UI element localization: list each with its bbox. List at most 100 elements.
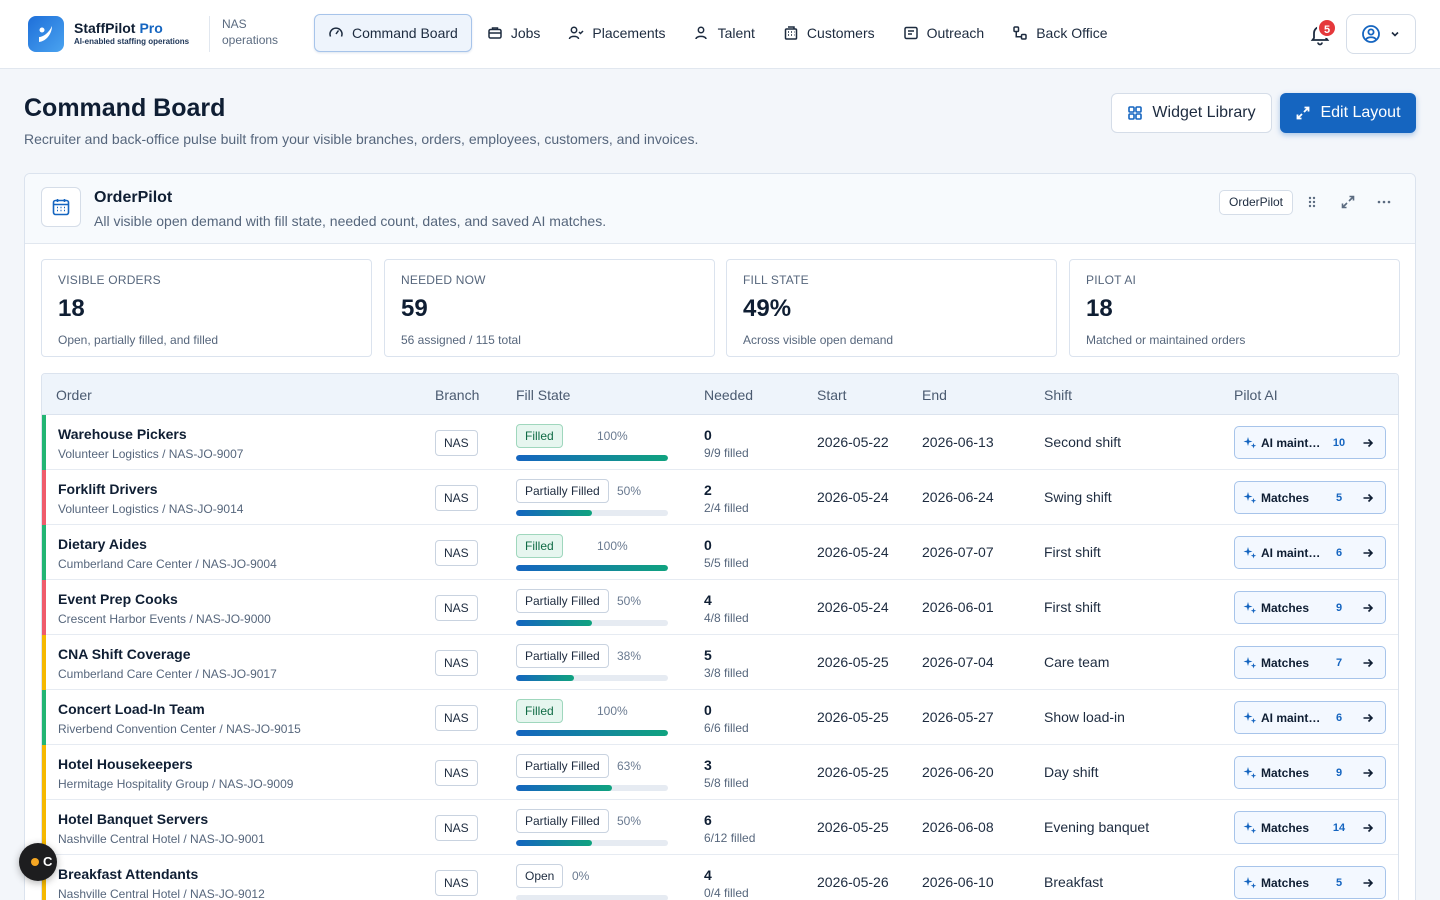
orders-table: Order Branch Fill State Needed Start End… [41, 373, 1399, 900]
expand-icon [1297, 106, 1310, 120]
table-row[interactable]: Breakfast Attendants Nashville Central Ho… [42, 855, 1398, 900]
row-status-accent [42, 415, 46, 470]
staffpilot-logo-icon [28, 16, 64, 52]
sparkle-icon [1243, 712, 1257, 724]
fill-progress-bar [516, 565, 668, 571]
page-subtitle: Recruiter and back-office pulse built fr… [24, 131, 699, 147]
column-header-end[interactable]: End [922, 387, 947, 403]
pilot-ai-label: Matches [1261, 766, 1310, 780]
org-switcher[interactable]: NAS operations [209, 16, 278, 52]
stat-needed-now: NEEDED NOW 59 56 assigned / 115 total [384, 259, 715, 357]
pilot-ai-button[interactable]: AI maintained 10 [1234, 426, 1386, 459]
pilot-ai-count: 6 [1335, 547, 1343, 559]
end-date: 2026-06-20 [922, 764, 994, 780]
nav-back-office[interactable]: Back Office [999, 14, 1120, 52]
edit-layout-button[interactable]: Edit Layout [1280, 93, 1416, 133]
shift: Show load-in [1044, 709, 1125, 725]
sparkle-icon [1243, 492, 1257, 504]
table-row[interactable]: Concert Load-In Team Riverbend Convention… [42, 690, 1398, 745]
end-date: 2026-07-04 [922, 654, 994, 670]
nav-command-board[interactable]: Command Board [314, 14, 472, 52]
start-date: 2026-05-25 [817, 764, 889, 780]
fill-state-badge: Partially Filled [516, 589, 609, 613]
pilot-ai-button[interactable]: Matches 14 [1234, 811, 1386, 844]
order-title[interactable]: Warehouse Pickers [58, 426, 187, 442]
table-row[interactable]: Hotel Housekeepers Hermitage Hospitality … [42, 745, 1398, 800]
order-title[interactable]: Event Prep Cooks [58, 591, 178, 607]
nav-talent[interactable]: Talent [681, 14, 768, 52]
needed-filled: 5/5 filled [704, 556, 749, 570]
sparkle-icon [1243, 657, 1257, 669]
order-title[interactable]: Dietary Aides [58, 536, 147, 552]
table-row[interactable]: Hotel Banquet Servers Nashville Central H… [42, 800, 1398, 855]
top-navigation-bar: StaffPilot Pro AI-enabled staffing operat… [0, 0, 1440, 69]
arrow-right-icon [1363, 878, 1374, 888]
status-dot-icon [31, 858, 39, 866]
pilot-ai-button[interactable]: AI maintained 6 [1234, 701, 1386, 734]
order-title[interactable]: Hotel Banquet Servers [58, 811, 209, 827]
table-row[interactable]: CNA Shift Coverage Cumberland Care Center… [42, 635, 1398, 690]
briefcase-icon [488, 27, 502, 39]
shift: Second shift [1044, 434, 1122, 450]
user-menu-button[interactable] [1346, 14, 1416, 54]
column-header-needed[interactable]: Needed [704, 387, 754, 403]
table-row[interactable]: Forklift Drivers Volunteer Logistics / NA… [42, 470, 1398, 525]
workflow-icon [1013, 26, 1027, 40]
brand-pro-label: Pro [139, 20, 163, 36]
fill-state-badge: Partially Filled [516, 809, 609, 833]
column-header-shift[interactable]: Shift [1044, 387, 1073, 403]
start-date: 2026-05-24 [817, 544, 889, 560]
order-title[interactable]: Forklift Drivers [58, 481, 158, 497]
fill-state-badge: Partially Filled [516, 754, 609, 778]
pilot-ai-button[interactable]: Matches 5 [1234, 866, 1386, 899]
nav-outreach[interactable]: Outreach [890, 14, 998, 52]
stat-note: Open, partially filled, and filled [58, 333, 219, 347]
order-title[interactable]: Concert Load-In Team [58, 701, 205, 717]
fill-progress-bar [516, 785, 668, 791]
page-title: Command Board [24, 94, 226, 122]
stat-visible-orders: VISIBLE ORDERS 18 Open, partially filled… [41, 259, 372, 357]
table-row[interactable]: Event Prep Cooks Crescent Harbor Events /… [42, 580, 1398, 635]
column-header-start[interactable]: Start [817, 387, 847, 403]
pilot-ai-button[interactable]: AI maintained 6 [1234, 536, 1386, 569]
pilot-ai-count: 9 [1335, 602, 1343, 614]
widget-library-button[interactable]: Widget Library [1111, 93, 1272, 133]
widget-library-label: Widget Library [1152, 104, 1256, 121]
nav-placements[interactable]: Placements [555, 14, 678, 52]
column-header-fill-state[interactable]: Fill State [516, 387, 571, 403]
order-title[interactable]: Hotel Housekeepers [58, 756, 193, 772]
arrow-right-icon [1363, 658, 1374, 668]
table-row[interactable]: Dietary Aides Cumberland Care Center / NA… [42, 525, 1398, 580]
pilot-ai-button[interactable]: Matches 5 [1234, 481, 1386, 514]
floating-assistant-button[interactable]: C [19, 843, 57, 881]
column-header-pilot-ai[interactable]: Pilot AI [1234, 387, 1278, 403]
pilot-ai-button[interactable]: Matches 7 [1234, 646, 1386, 679]
nav-jobs[interactable]: Jobs [474, 14, 554, 52]
order-title[interactable]: Breakfast Attendants [58, 866, 199, 882]
order-title[interactable]: CNA Shift Coverage [58, 646, 191, 662]
order-customer-id: Crescent Harbor Events / NAS-JO-9000 [58, 612, 271, 626]
fill-progress-value [516, 675, 574, 681]
brand[interactable]: StaffPilot Pro AI-enabled staffing operat… [28, 16, 189, 52]
shift: Care team [1044, 654, 1110, 670]
nav-customers[interactable]: Customers [770, 14, 888, 52]
fill-progress-value [516, 840, 592, 846]
more-options-icon[interactable] [1374, 192, 1394, 212]
arrow-right-icon [1363, 768, 1374, 778]
row-status-accent [42, 800, 46, 855]
row-status-accent [42, 635, 46, 690]
fill-percent: 100% [597, 429, 628, 443]
column-header-branch[interactable]: Branch [435, 387, 480, 403]
calendar-icon [41, 187, 81, 227]
pilot-ai-button[interactable]: Matches 9 [1234, 591, 1386, 624]
drag-handle-icon[interactable] [1302, 192, 1322, 212]
fill-progress-bar [516, 620, 668, 626]
stat-note: Across visible open demand [743, 333, 894, 347]
nav-label: Jobs [510, 25, 541, 41]
maximize-icon[interactable] [1338, 192, 1358, 212]
pilot-ai-button[interactable]: Matches 9 [1234, 756, 1386, 789]
pilot-ai-count: 9 [1335, 767, 1343, 779]
column-header-order[interactable]: Order [56, 387, 92, 403]
arrow-right-icon [1363, 493, 1374, 503]
table-row[interactable]: Warehouse Pickers Volunteer Logistics / N… [42, 415, 1398, 470]
